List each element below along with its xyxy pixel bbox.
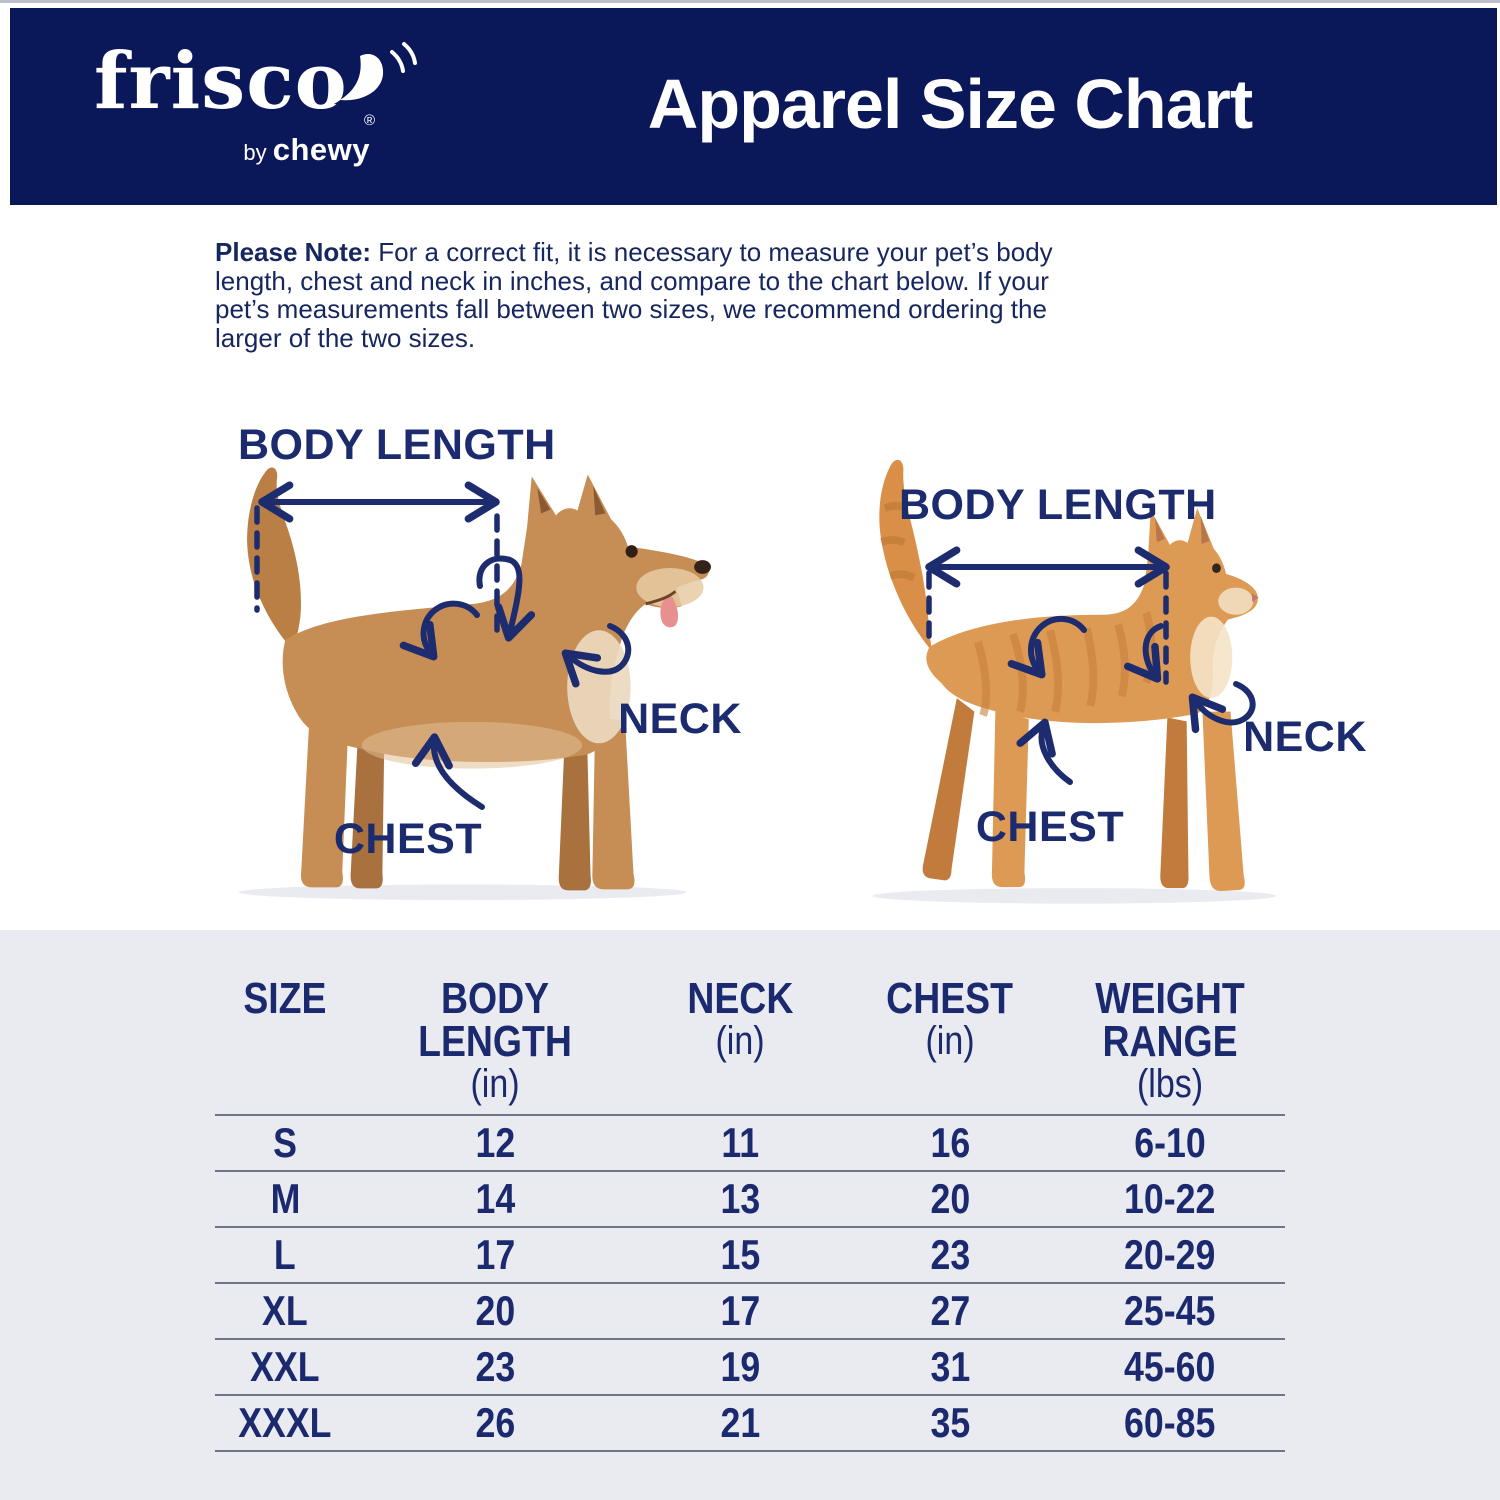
size-cell: L [274, 1231, 296, 1278]
size-table-section: SIZE BODY LENGTH (in) NECK (in) CHEST (in) … [0, 930, 1500, 1500]
page-title: Apparel Size Chart [647, 65, 1253, 143]
cat-chest-arrow [1016, 718, 1073, 785]
page-top-border [0, 0, 1500, 3]
note-line: pet’s measurements fall between two size… [215, 294, 1047, 324]
table-row: XL 20 17 27 25-45 [215, 1284, 1285, 1340]
note-line: larger of the two sizes. [215, 322, 476, 353]
table-row: S 12 11 16 6-10 [215, 1116, 1285, 1172]
body-length-cell: 17 [475, 1231, 515, 1278]
cat-measurement-arrows [925, 546, 1256, 785]
cat-chest-label: CHEST [975, 803, 1125, 851]
fit-note: Please Note: For a correct fit, it is ne… [215, 238, 1275, 352]
weight-range-cell: 20-29 [1124, 1231, 1216, 1278]
neck-cell: 15 [720, 1231, 760, 1278]
cat-back-arrow [1007, 615, 1087, 679]
note-label: Please Note: [215, 237, 372, 267]
cat-withers-arrow [1123, 623, 1164, 683]
chest-cell: 23 [930, 1231, 970, 1278]
table-header-row: SIZE BODY LENGTH (in) NECK (in) CHEST (in) … [215, 977, 1285, 1116]
size-cell: XXL [250, 1343, 320, 1390]
header-banner: frisco ® by chewy Apparel Size Chart [10, 8, 1497, 205]
neck-cell: 11 [721, 1119, 759, 1166]
column-header-size: SIZE [243, 974, 327, 1023]
dog-neck-girth-arrow [561, 623, 632, 688]
neck-cell: 21 [720, 1399, 760, 1446]
size-cell: S [273, 1119, 297, 1166]
chest-cell: 31 [930, 1343, 970, 1390]
weight-range-cell: 60-85 [1124, 1399, 1216, 1446]
frisco-wordmark: frisco [94, 36, 348, 127]
column-header-chest: CHEST (in) [886, 974, 1014, 1063]
column-header-neck: NECK (in) [687, 974, 793, 1063]
dog-neck-label: NECK [618, 695, 742, 743]
note-line: Please Note: For a correct fit, it is ne… [215, 238, 1275, 267]
by-text: by [243, 140, 273, 165]
registered-mark: ® [364, 112, 376, 129]
neck-cell: 17 [720, 1287, 760, 1334]
column-header-body-length: BODY LENGTH (in) [418, 974, 572, 1106]
dog-chest-label: CHEST [333, 815, 483, 863]
body-length-cell: 12 [475, 1119, 515, 1166]
size-cell: M [270, 1175, 300, 1222]
measurement-diagrams: BODY LENGTH NECK CHEST BODY LENGTH NECK … [0, 400, 1500, 930]
cat-tail-flourish-icon [334, 42, 417, 105]
by-chewy-byline: by chewy [210, 132, 370, 168]
dog-chest-arrow [411, 733, 485, 810]
cat-body-length-label: BODY LENGTH [899, 481, 1217, 529]
chest-cell: 27 [930, 1287, 970, 1334]
size-cell: XXXL [238, 1399, 332, 1446]
dog-measurement-arrows [254, 481, 632, 810]
weight-range-cell: 25-45 [1124, 1287, 1216, 1334]
body-length-cell: 23 [475, 1343, 515, 1390]
body-length-cell: 20 [475, 1287, 515, 1334]
note-text: For a correct fit, it is necessary to me… [371, 237, 1053, 267]
table-row: L 17 15 23 20-29 [215, 1228, 1285, 1284]
note-line: length, chest and neck in inches, and co… [215, 265, 1049, 296]
size-cell: XL [262, 1287, 308, 1334]
weight-range-cell: 10-22 [1124, 1175, 1216, 1222]
dog-back-arrow [399, 600, 480, 661]
chest-cell: 35 [930, 1399, 970, 1446]
weight-range-cell: 45-60 [1124, 1343, 1216, 1390]
neck-cell: 13 [720, 1175, 760, 1222]
body-length-cell: 14 [475, 1175, 515, 1222]
cat-neck-girth-arrow [1188, 681, 1256, 734]
dog-body-length-label: BODY LENGTH [238, 421, 556, 469]
frisco-logo: frisco ® by chewy [80, 30, 417, 190]
table-row: XXXL 26 21 35 60-85 [215, 1396, 1285, 1452]
chest-cell: 20 [930, 1175, 970, 1222]
table-row: XXL 23 19 31 45-60 [215, 1340, 1285, 1396]
size-table: SIZE BODY LENGTH (in) NECK (in) CHEST (in) … [215, 977, 1285, 1452]
neck-cell: 19 [720, 1343, 760, 1390]
column-header-weight-range: WEIGHT RANGE (lbs) [1095, 974, 1245, 1106]
chewy-wordmark: chewy [272, 132, 370, 167]
dog-withers-arrow [476, 555, 536, 642]
table-row: M 14 13 20 10-22 [215, 1172, 1285, 1228]
weight-range-cell: 6-10 [1134, 1119, 1206, 1166]
body-length-cell: 26 [475, 1399, 515, 1446]
chest-cell: 16 [930, 1119, 970, 1166]
cat-neck-label: NECK [1243, 713, 1367, 761]
